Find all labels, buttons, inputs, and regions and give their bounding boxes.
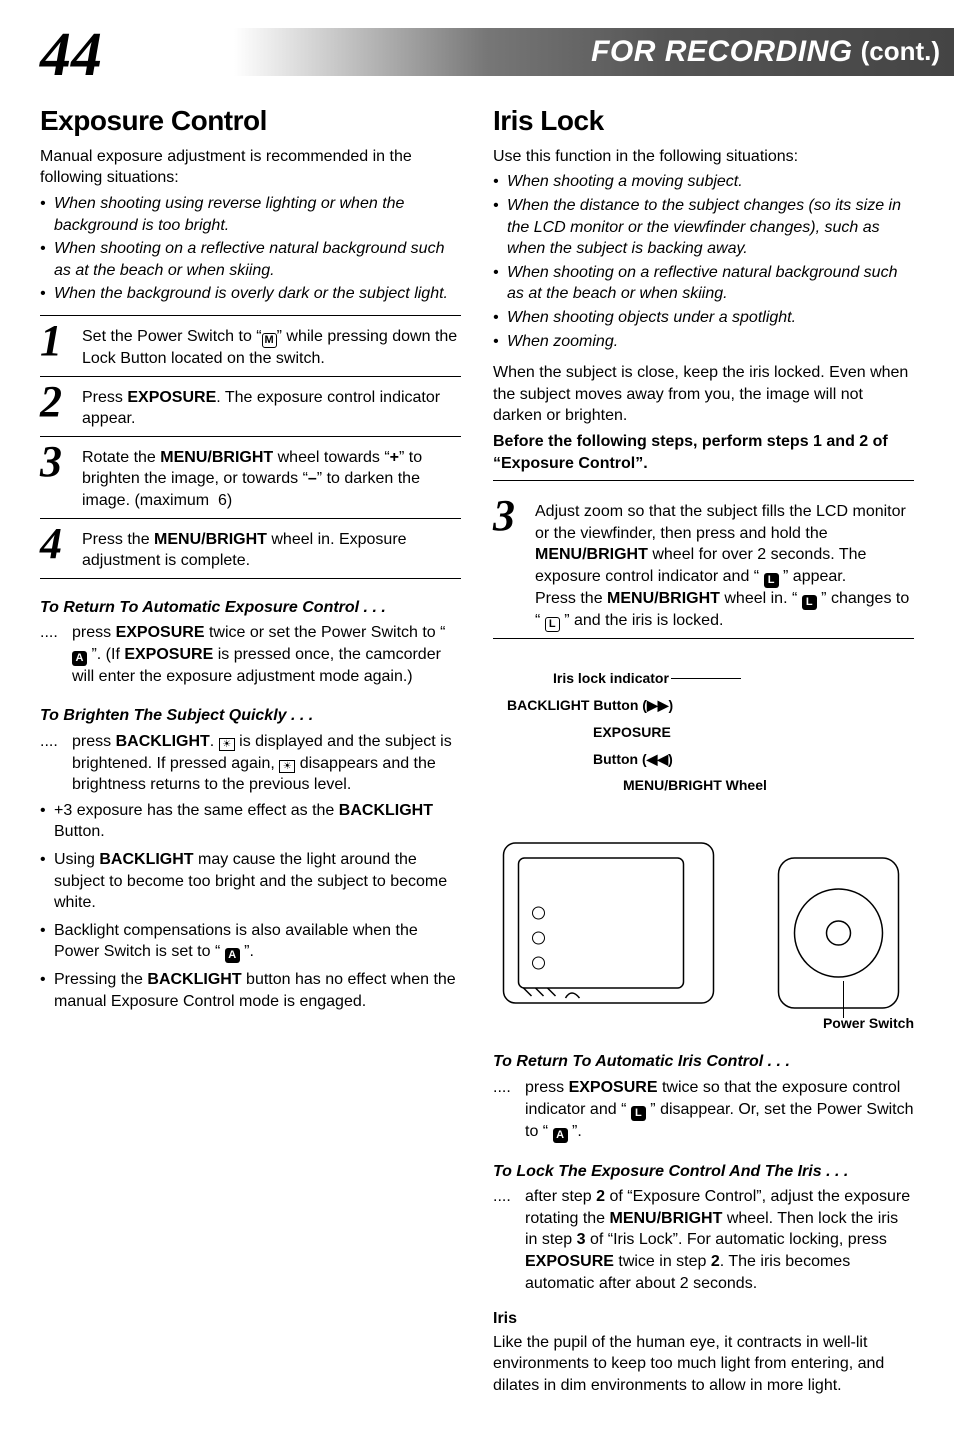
lock-both-body: .... after step 2 of “Exposure Control”,… xyxy=(493,1186,914,1294)
iris-def-head: Iris xyxy=(493,1308,914,1330)
l-icon: L xyxy=(802,595,817,610)
situation-item: When shooting on a reflective natural ba… xyxy=(493,262,914,305)
backlight-icon: ☀ xyxy=(219,738,235,751)
iris-intro: Use this function in the following situa… xyxy=(493,146,914,168)
step-number: 3 xyxy=(40,443,74,480)
brighten-body: .... press BACKLIGHT. ☀ is displayed and… xyxy=(40,731,461,796)
a-icon: A xyxy=(225,948,240,963)
situation-item: When shooting using reverse lighting or … xyxy=(40,193,461,236)
return-auto-body: .... press EXPOSURE twice or set the Pow… xyxy=(40,622,461,687)
l-icon: L xyxy=(631,1106,646,1121)
note-item: Pressing the BACKLIGHT button has no eff… xyxy=(40,969,461,1012)
situation-item: When zooming. xyxy=(493,331,914,353)
exposure-intro: Manual exposure adjustment is recommende… xyxy=(40,146,461,189)
page-number: 44 xyxy=(40,14,102,98)
right-column: Iris Lock Use this function in the follo… xyxy=(493,102,914,1396)
iris-para2: Before the following steps, perform step… xyxy=(493,431,914,474)
step-text: Rotate the MENU/BRIGHT wheel towards “+”… xyxy=(82,443,461,512)
situation-item: When shooting objects under a spotlight. xyxy=(493,307,914,329)
step-number: 4 xyxy=(40,525,74,562)
iris-definition: Iris Like the pupil of the human eye, it… xyxy=(493,1308,914,1396)
step-1: 1 Set the Power Switch to “M” while pres… xyxy=(40,315,461,376)
return-auto-title: To Return To Automatic Exposure Control … xyxy=(40,597,461,619)
left-column: Exposure Control Manual exposure adjustm… xyxy=(40,102,461,1396)
a-icon: A xyxy=(72,651,87,666)
notes-list: +3 exposure has the same effect as the B… xyxy=(40,800,461,1013)
a-icon: A xyxy=(553,1128,568,1143)
step-4: 4 Press the MENU/BRIGHT wheel in. Exposu… xyxy=(40,518,461,579)
backlight-icon: ☀ xyxy=(279,760,295,773)
situation-item: When shooting a moving subject. xyxy=(493,171,914,193)
step-text: Set the Power Switch to “M” while pressi… xyxy=(82,322,461,370)
return-iris-body: .... press EXPOSURE twice so that the ex… xyxy=(493,1077,914,1143)
lock-both-title: To Lock The Exposure Control And The Iri… xyxy=(493,1161,914,1183)
step-text: Press the MENU/BRIGHT wheel in. Exposure… xyxy=(82,525,461,572)
iris-step-3: 3 Adjust zoom so that the subject fills … xyxy=(493,491,914,639)
step-2: 2 Press EXPOSURE. The exposure control i… xyxy=(40,376,461,436)
note-item: Backlight compensations is also availabl… xyxy=(40,920,461,964)
camera-diagram: Power Switch xyxy=(493,803,914,1033)
situation-item: When shooting on a reflective natural ba… xyxy=(40,238,461,281)
brighten-title: To Brighten The Subject Quickly . . . xyxy=(40,705,461,727)
diagram-labels: Iris lock indicator BACKLIGHT Button (▶▶… xyxy=(493,669,914,1033)
return-iris-title: To Return To Automatic Iris Control . . … xyxy=(493,1051,914,1073)
l-icon: L xyxy=(764,573,779,588)
situation-item: When the distance to the subject changes… xyxy=(493,195,914,260)
header-cont: (cont.) xyxy=(861,34,940,69)
step-text: Press EXPOSURE. The exposure control ind… xyxy=(82,383,461,430)
iris-para1: When the subject is close, keep the iris… xyxy=(493,362,914,427)
situation-item: When the background is overly dark or th… xyxy=(40,283,461,305)
step-text: Adjust zoom so that the subject fills th… xyxy=(535,497,914,632)
header-bar: FOR RECORDING (cont.) xyxy=(234,28,954,76)
header-title: FOR RECORDING xyxy=(591,32,853,73)
step-number: 3 xyxy=(493,497,527,534)
iris-situations: When shooting a moving subject. When the… xyxy=(493,171,914,352)
note-item: Using BACKLIGHT may cause the light arou… xyxy=(40,849,461,914)
step-number: 1 xyxy=(40,322,74,359)
power-switch-label: Power Switch xyxy=(823,1014,914,1033)
exposure-situations: When shooting using reverse lighting or … xyxy=(40,193,461,305)
note-item: +3 exposure has the same effect as the B… xyxy=(40,800,461,843)
l-icon: L xyxy=(545,617,560,632)
step-3: 3 Rotate the MENU/BRIGHT wheel towards “… xyxy=(40,436,461,518)
iris-def-body: Like the pupil of the human eye, it cont… xyxy=(493,1332,914,1397)
m-icon: M xyxy=(262,333,277,348)
page-header: 44 FOR RECORDING (cont.) xyxy=(40,20,914,110)
step-number: 2 xyxy=(40,383,74,420)
